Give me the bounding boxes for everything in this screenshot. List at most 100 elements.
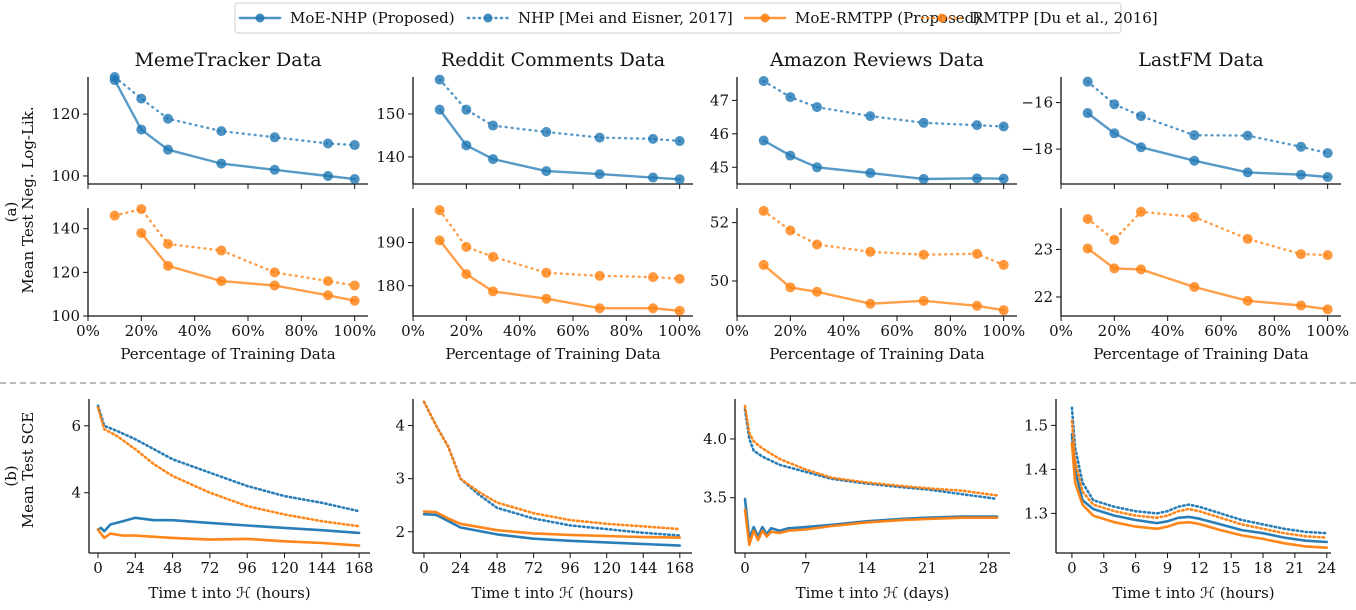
series-line [1086, 80, 1329, 155]
series-line [1070, 406, 1329, 535]
x-axis-label: Percentage of Training Data [1093, 345, 1308, 363]
x-tick-label: 0% [1049, 322, 1073, 340]
y-tick-label: 120 [51, 105, 80, 123]
data-point [136, 93, 147, 104]
y-tick-label: 4 [395, 417, 405, 435]
y-tick-label: −18 [1021, 140, 1053, 158]
data-point [1082, 213, 1093, 224]
data-point [1136, 142, 1146, 153]
x-tick-label: 120 [592, 559, 621, 577]
data-point [136, 228, 147, 239]
data-point [541, 166, 552, 177]
data-point [434, 235, 445, 246]
data-point [1242, 167, 1253, 178]
legend-item-moe-rmtpp-proposed: MoE-RMTPP (Proposed) [743, 9, 980, 27]
series-line [140, 231, 356, 302]
series-moe-nhp-proposed [1070, 432, 1329, 544]
series-nhp-mei-and-eisner-2017 [96, 404, 361, 513]
data-point [1136, 264, 1146, 275]
x-tick-label: 0% [401, 322, 425, 340]
data-point [163, 113, 173, 124]
data-point [136, 204, 147, 215]
legend-marker [937, 13, 947, 23]
series-rmtpp-du-et-al-2016 [1070, 419, 1329, 539]
x-tick-label: 48 [488, 559, 507, 577]
series-line [422, 510, 682, 539]
chart-panel-9: 0 24 48 72 96 120 144 168 2 3 4 Time t into ℋ (hour… [395, 399, 694, 602]
data-point [1296, 141, 1306, 152]
series-moe-nhp-proposed [758, 135, 1009, 184]
data-point [972, 248, 982, 259]
data-point [998, 305, 1009, 316]
x-tick-label: 24 [1317, 559, 1336, 577]
data-point [323, 290, 333, 301]
series-moe-nhp-proposed [422, 512, 682, 547]
data-point [1322, 250, 1333, 261]
legend-item-moe-nhp-proposed: MoE-NHP (Proposed) [238, 9, 455, 27]
x-tick-label: 60% [880, 322, 913, 340]
data-point [488, 251, 498, 262]
x-tick-label: 144 [629, 559, 658, 577]
data-point [812, 286, 822, 297]
data-point [488, 286, 498, 297]
series-moe-rmtpp-proposed [758, 259, 1009, 316]
series-moe-rmtpp-proposed [136, 228, 360, 306]
data-point [216, 276, 227, 287]
series-line [762, 79, 1005, 128]
x-tick-label: 0 [740, 559, 750, 577]
x-axis-label: Time t into ℋ (days) [796, 584, 950, 602]
data-point [349, 280, 360, 291]
series-moe-rmtpp-proposed [434, 235, 685, 316]
data-point [1189, 155, 1200, 166]
x-tick-label: 100% [658, 322, 701, 340]
x-tick-label: 18 [1253, 559, 1272, 577]
data-point [812, 239, 822, 250]
chart-title: LastFM Data [1138, 49, 1264, 71]
y-tick-label: 50 [710, 272, 729, 290]
data-point [1189, 212, 1200, 223]
chart-panel-11: 0 3 6 9 12 15 18 21 24 1.3 1.4 1.5 Time t into ℋ (ho… [1024, 399, 1336, 602]
x-tick-label: 14 [857, 559, 876, 577]
x-tick-label: 60% [231, 322, 264, 340]
data-point [865, 298, 876, 309]
data-point [648, 272, 658, 283]
legend-label: RMTPP [Du et al., 2016] [972, 9, 1158, 27]
x-tick-label: 21 [1285, 559, 1304, 577]
y-tick-label: 150 [376, 105, 405, 123]
data-point [1136, 111, 1146, 122]
chart-panel-0: MemeTracker Data 100 120 [51, 49, 368, 189]
data-point [1322, 148, 1333, 159]
data-point [541, 127, 552, 138]
series-line [743, 408, 999, 501]
x-tick-label: 40% [503, 322, 536, 340]
chart-panel-4: 0% 20% 40% 60% 80% 100% 100 120 140 Percentage of… [51, 204, 376, 363]
data-point [461, 104, 472, 115]
data-point [674, 136, 685, 147]
legend-box [234, 2, 1122, 34]
chart-panel-5: 0% 20% 40% 60% 80% 100% 180 190 Percentage of Tr… [376, 205, 701, 363]
y-tick-label: 140 [51, 220, 80, 238]
series-line [422, 400, 682, 531]
y-tick-label: 3.5 [703, 489, 727, 507]
data-point [594, 132, 605, 143]
y-tick-label: 3 [395, 470, 405, 488]
series-line [96, 528, 361, 547]
data-point [1109, 234, 1120, 245]
series-line [422, 512, 682, 547]
x-axis-label: Time t into ℋ (hours) [148, 584, 310, 602]
series-moe-rmtpp-proposed [422, 510, 682, 539]
chart-panel-1: Reddit Comments Data 140 150 [376, 49, 693, 189]
x-axis-label: Time t into ℋ (hours) [471, 584, 633, 602]
x-axis-label: Time t into ℋ (hours) [1112, 584, 1274, 602]
y-tick-label: 120 [51, 263, 80, 281]
series-moe-nhp-proposed [1082, 108, 1333, 183]
data-point [461, 241, 472, 252]
data-point [865, 167, 876, 178]
x-axis-label: Percentage of Training Data [445, 345, 660, 363]
data-point [434, 74, 445, 85]
x-tick-label: 21 [918, 559, 937, 577]
section-label-b: (b) [2, 465, 20, 486]
data-point [1082, 108, 1093, 119]
series-line [743, 508, 999, 547]
y-tick-label: 180 [376, 277, 405, 295]
